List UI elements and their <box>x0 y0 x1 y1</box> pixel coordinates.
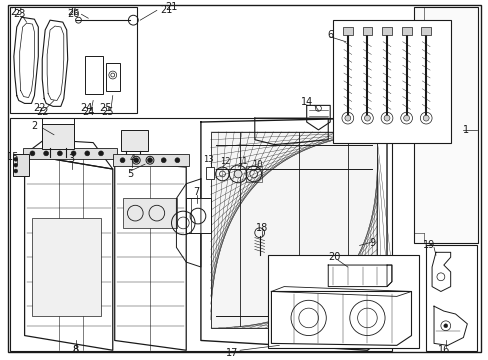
Text: 25: 25 <box>102 107 114 117</box>
Text: 6: 6 <box>326 30 333 40</box>
Text: 23: 23 <box>14 9 26 19</box>
Bar <box>401 27 411 35</box>
Bar <box>210 132 376 328</box>
Text: 8: 8 <box>72 345 79 355</box>
Circle shape <box>443 324 447 328</box>
Text: 18: 18 <box>255 223 267 233</box>
Text: 24: 24 <box>80 103 92 113</box>
Text: 9: 9 <box>368 238 375 248</box>
Text: 21: 21 <box>165 3 177 13</box>
Bar <box>22 148 117 159</box>
Text: 22: 22 <box>36 107 48 117</box>
Text: 13: 13 <box>203 155 214 164</box>
Circle shape <box>344 115 350 121</box>
Text: 4: 4 <box>129 154 135 164</box>
Text: 5: 5 <box>127 169 133 179</box>
Text: 26: 26 <box>67 7 80 17</box>
Circle shape <box>14 169 18 173</box>
Bar <box>205 167 213 179</box>
Bar <box>85 57 103 94</box>
Text: 1: 1 <box>462 125 468 135</box>
Circle shape <box>120 158 125 163</box>
Circle shape <box>383 115 389 121</box>
Circle shape <box>364 115 369 121</box>
Text: 23: 23 <box>11 7 23 17</box>
Circle shape <box>14 157 18 161</box>
Circle shape <box>57 151 62 156</box>
Text: 24: 24 <box>82 107 94 117</box>
Text: 14: 14 <box>300 98 312 107</box>
Text: 15: 15 <box>7 152 19 162</box>
Bar <box>421 27 430 35</box>
Circle shape <box>85 151 90 156</box>
Bar <box>381 27 391 35</box>
Bar <box>122 198 177 228</box>
Text: 16: 16 <box>437 345 449 355</box>
Circle shape <box>71 151 76 156</box>
Bar <box>426 246 476 351</box>
Circle shape <box>175 158 180 163</box>
Bar <box>267 255 419 348</box>
Text: 25: 25 <box>100 103 112 113</box>
Text: 2: 2 <box>31 121 38 131</box>
Bar <box>342 27 352 35</box>
Text: 19: 19 <box>422 240 434 251</box>
Text: 20: 20 <box>327 252 340 262</box>
Bar <box>245 166 261 182</box>
Bar <box>106 63 120 91</box>
Text: 8: 8 <box>72 345 79 355</box>
Text: 26: 26 <box>67 9 80 19</box>
Bar <box>362 27 371 35</box>
Circle shape <box>403 115 409 121</box>
Circle shape <box>30 151 35 156</box>
Circle shape <box>147 158 152 163</box>
Bar <box>332 20 450 143</box>
Bar <box>13 154 28 176</box>
Bar <box>113 154 189 166</box>
Bar <box>42 124 73 149</box>
Circle shape <box>234 170 242 178</box>
Bar <box>121 130 148 152</box>
Text: 11: 11 <box>236 157 247 166</box>
Circle shape <box>14 163 18 167</box>
Text: 10: 10 <box>252 159 263 168</box>
Text: 22: 22 <box>33 103 45 113</box>
Bar <box>32 218 101 316</box>
Circle shape <box>134 158 139 163</box>
Bar <box>10 118 391 351</box>
Circle shape <box>161 158 166 163</box>
Text: 3: 3 <box>68 154 75 164</box>
Text: 21: 21 <box>160 5 172 15</box>
Bar <box>186 198 210 233</box>
Text: 12: 12 <box>220 157 230 166</box>
Circle shape <box>43 151 48 156</box>
Text: 17: 17 <box>225 348 238 358</box>
Circle shape <box>99 151 103 156</box>
Circle shape <box>423 115 428 121</box>
Text: 7: 7 <box>192 186 199 197</box>
Bar <box>414 8 477 243</box>
Bar <box>10 8 137 113</box>
